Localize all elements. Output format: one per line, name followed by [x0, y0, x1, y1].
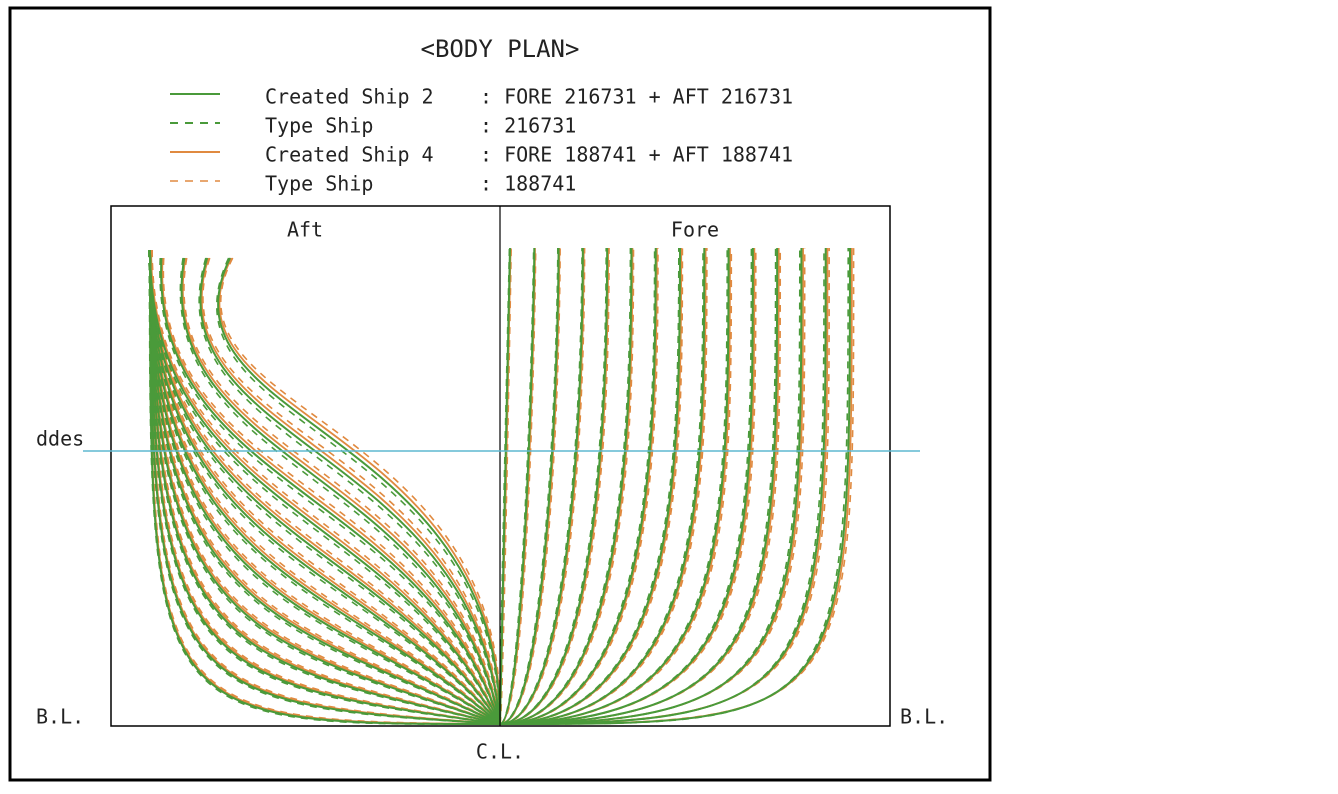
legend: Created Ship 2 : FORE 216731 + AFT 21673…: [170, 85, 793, 196]
section-curve: [183, 257, 501, 725]
section-curve: [499, 247, 730, 725]
section-curve: [199, 257, 501, 725]
section-curve: [499, 247, 681, 725]
section-curve: [150, 249, 501, 725]
section-curve: [499, 247, 511, 725]
section-curve: [151, 249, 501, 725]
legend-desc: : FORE 188741 + AFT 188741: [480, 143, 793, 167]
section-curve: [150, 249, 501, 725]
section-curve: [148, 249, 501, 725]
section-curve: [499, 247, 536, 725]
panel-label: Aft: [287, 218, 323, 242]
section-curve: [499, 247, 757, 725]
section-curve: [149, 249, 501, 725]
section-curve: [150, 249, 501, 725]
section-curve: [150, 249, 501, 725]
section-curve: [149, 249, 501, 725]
section-curve: [161, 257, 501, 725]
legend-desc: : FORE 216731 + AFT 216731: [480, 85, 793, 109]
section-curve: [499, 247, 659, 725]
section-curve: [217, 257, 501, 725]
section-curve: [179, 257, 501, 725]
section-curve: [149, 249, 501, 725]
section-curve: [160, 257, 501, 725]
section-curve: [149, 249, 501, 725]
sections: [148, 247, 855, 725]
section-curve: [148, 249, 501, 725]
section-curve: [149, 249, 501, 725]
section-curve: [499, 247, 779, 725]
section-curve: [499, 247, 851, 725]
section-curve: [202, 257, 501, 725]
section-curve: [499, 247, 657, 725]
section-curve: [150, 249, 501, 725]
section-curve: [499, 247, 827, 725]
section-curve: [180, 257, 501, 725]
section-curve: [499, 247, 584, 725]
section-curve: [499, 247, 780, 725]
legend-name: Created Ship 2: [265, 85, 434, 109]
section-curve: [149, 249, 501, 725]
section-curve: [182, 257, 501, 725]
section-curve: [149, 249, 501, 725]
section-curve: [499, 247, 633, 725]
section-curve: [149, 249, 501, 725]
section-curve: [499, 247, 706, 725]
section-curve: [150, 249, 501, 725]
legend-name: Type Ship: [265, 172, 373, 196]
section-curve: [149, 249, 501, 725]
baseline-label: B.L.: [900, 705, 948, 729]
section-curve: [149, 249, 501, 725]
section-curve: [219, 257, 501, 725]
section-curve: [499, 247, 586, 725]
section-curve: [499, 247, 583, 725]
legend-name: Type Ship: [265, 114, 373, 138]
legend-desc: : 216731: [480, 114, 576, 138]
section-curve: [499, 247, 560, 725]
baseline-label: B.L.: [36, 705, 84, 729]
title: <BODY PLAN>: [421, 35, 580, 63]
section-curve: [198, 257, 501, 725]
section-curve: [499, 247, 609, 725]
section-curve: [499, 247, 803, 725]
section-curve: [499, 247, 782, 725]
draft-label: ddes: [36, 427, 84, 451]
legend-desc: : 188741: [480, 172, 576, 196]
section-curve: [149, 249, 501, 725]
section-curve: [148, 249, 501, 725]
section-curve: [215, 257, 501, 725]
section-curve: [499, 247, 777, 725]
section-curve: [499, 247, 585, 725]
section-curve: [150, 249, 501, 725]
section-curve: [499, 247, 704, 725]
section-curve: [200, 257, 501, 725]
section-curve: [499, 247, 708, 725]
section-curve: [499, 247, 632, 725]
section-curve: [499, 247, 806, 725]
section-curve: [499, 247, 635, 725]
panel-label: Fore: [671, 218, 719, 242]
section-curve: [162, 257, 501, 725]
section-curve: [148, 249, 501, 725]
section-curve: [218, 257, 501, 725]
section-curve: [499, 247, 754, 725]
centerline-label: C.L.: [476, 740, 524, 764]
legend-name: Created Ship 4: [265, 143, 434, 167]
frame: [8, 6, 992, 782]
